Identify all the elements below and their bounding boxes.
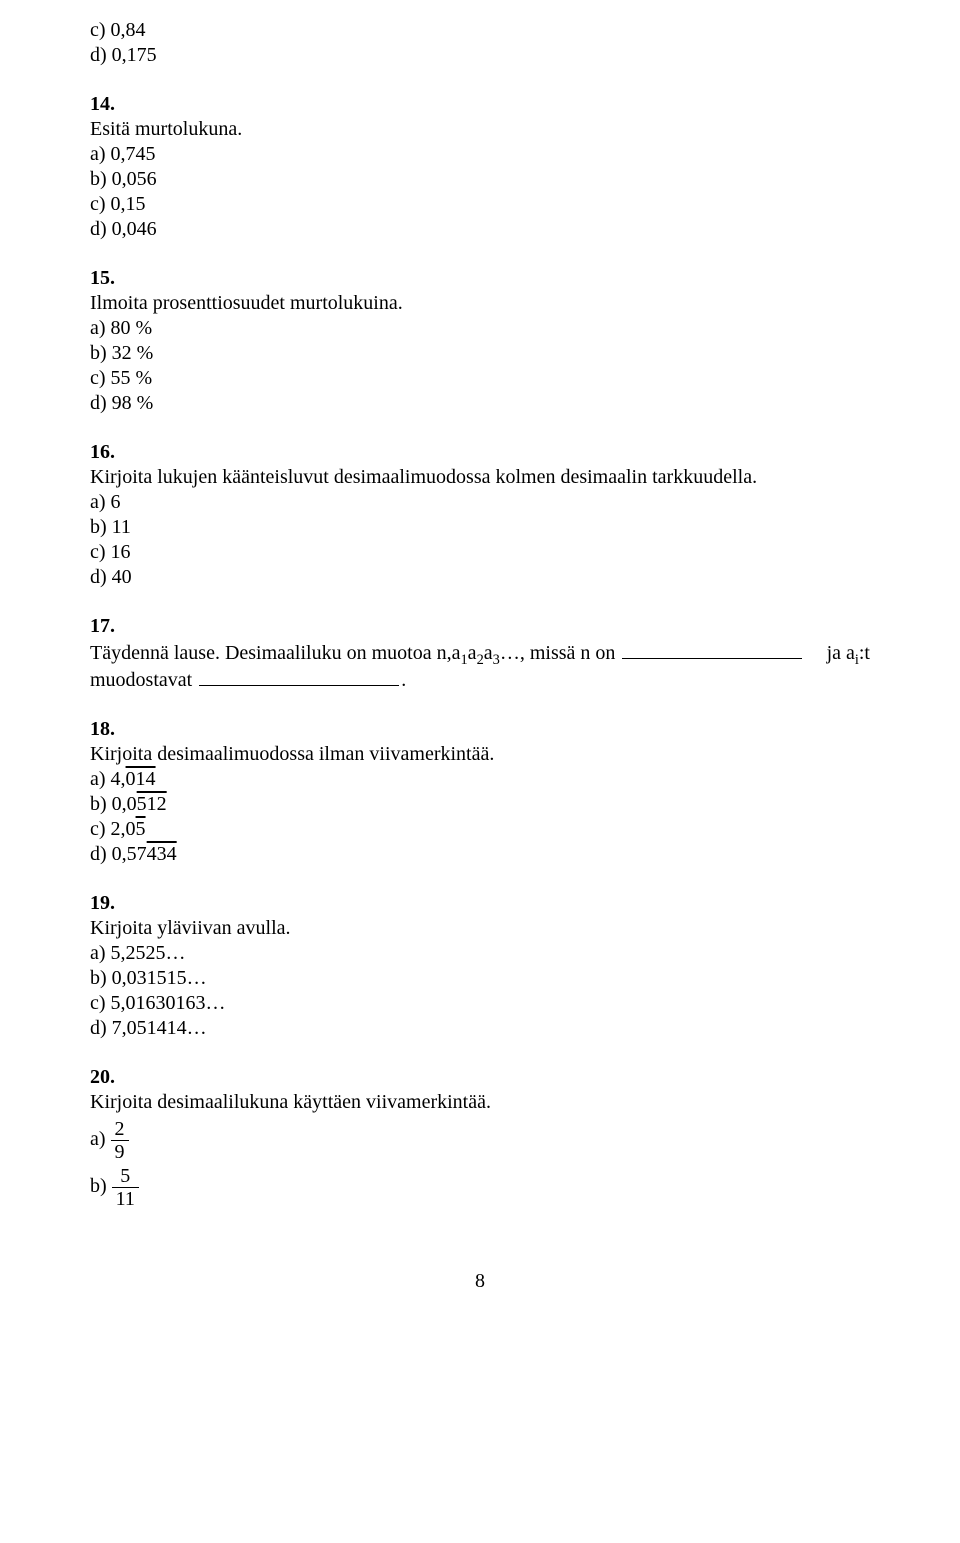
q15: 15. Ilmoita prosenttiosuudet murtolukuin…	[90, 266, 870, 416]
q15-c: c) 55 %	[90, 366, 870, 391]
q18-a-pre: a) 4,	[90, 768, 126, 790]
q20-b-frac: 511	[112, 1166, 139, 1209]
q17-num: 17.	[90, 615, 115, 637]
q17: 17. Täydennä lause. Desimaaliluku on muo…	[90, 614, 870, 693]
q17-tail2: :t	[859, 642, 870, 664]
q14-b: b) 0,056	[90, 167, 870, 192]
q17-a2: a	[468, 642, 477, 664]
q20-a: a) 29	[90, 1119, 870, 1162]
page-number: 8	[90, 1269, 870, 1294]
q15-b: b) 32 %	[90, 341, 870, 366]
q17-dots: …	[500, 642, 520, 664]
q14: 14. Esitä murtolukuna. a) 0,745 b) 0,056…	[90, 92, 870, 242]
q18-d: d) 0,57434	[90, 842, 870, 867]
q17-s1: 1	[460, 652, 467, 668]
pre-c: c) 0,84	[90, 18, 870, 43]
q14-d: d) 0,046	[90, 217, 870, 242]
q17-tail1: ja a	[827, 642, 855, 664]
q18-c-over: 5	[136, 818, 146, 840]
q16-a: a) 6	[90, 490, 870, 515]
q18-c-pre: c) 2,0	[90, 818, 136, 840]
q14-a: a) 0,745	[90, 142, 870, 167]
q19-a: a) 5,2525…	[90, 941, 870, 966]
q17-a3: a	[484, 642, 493, 664]
q15-num: 15.	[90, 267, 115, 289]
q19-num: 19.	[90, 892, 115, 914]
q14-title-row: 14.	[90, 92, 870, 117]
q19-b: b) 0,031515…	[90, 966, 870, 991]
q17-left: Täydennä lause. Desimaaliluku on muotoa …	[90, 639, 804, 666]
q17-blank1	[622, 639, 802, 659]
q18-title-row: 18.	[90, 717, 870, 742]
q19-c: c) 5,01630163…	[90, 991, 870, 1016]
q20-b-num: 5	[112, 1166, 139, 1187]
q18-num: 18.	[90, 718, 115, 740]
q18: 18. Kirjoita desimaalimuodossa ilman vii…	[90, 717, 870, 867]
pre-d: d) 0,175	[90, 43, 870, 68]
pre-block: c) 0,84 d) 0,175	[90, 18, 870, 68]
q18-b-pre: b) 0,0	[90, 793, 137, 815]
q15-title: Ilmoita prosenttiosuudet murtolukuina.	[90, 291, 870, 316]
q16-d: d) 40	[90, 565, 870, 590]
q18-c: c) 2,05	[90, 817, 870, 842]
q17-lead: Täydennä lause. Desimaaliluku on muotoa	[90, 642, 437, 664]
q18-a: a) 4,014	[90, 767, 870, 792]
q20: 20. Kirjoita desimaalilukuna käyttäen vi…	[90, 1065, 870, 1209]
q17-s2: 2	[477, 652, 484, 668]
q14-num: 14.	[90, 93, 115, 115]
q17-period: .	[401, 669, 406, 691]
q20-b-label: b)	[90, 1175, 112, 1197]
q16-b: b) 11	[90, 515, 870, 540]
q17-s3: 3	[493, 652, 500, 668]
q18-d-over: 434	[147, 843, 177, 865]
q20-a-num: 2	[111, 1119, 129, 1140]
q18-b-over: 512	[137, 793, 167, 815]
q17-expr-n: n,	[437, 642, 452, 664]
q18-b: b) 0,0512	[90, 792, 870, 817]
q20-a-label: a)	[90, 1128, 111, 1150]
q16-c: c) 16	[90, 540, 870, 565]
q18-title: Kirjoita desimaalimuodossa ilman viivame…	[90, 742, 870, 767]
q20-b-den: 11	[112, 1187, 139, 1209]
q18-d-pre: d) 0,57	[90, 843, 147, 865]
q20-title: Kirjoita desimaalilukuna käyttäen viivam…	[90, 1090, 870, 1115]
page: c) 0,84 d) 0,175 14. Esitä murtolukuna. …	[0, 0, 960, 1334]
q17-blank2	[199, 666, 399, 686]
q17-mid: , missä n on	[520, 642, 616, 664]
q19-title: Kirjoita yläviivan avulla.	[90, 916, 870, 941]
q17-title-row: 17.	[90, 614, 870, 639]
q15-title-row: 15.	[90, 266, 870, 291]
q14-title: Esitä murtolukuna.	[90, 117, 870, 142]
q16-title-row: 16.	[90, 440, 870, 465]
q16-num: 16.	[90, 441, 115, 463]
q20-a-frac: 29	[111, 1119, 129, 1162]
q19-d: d) 7,051414…	[90, 1016, 870, 1041]
q15-d: d) 98 %	[90, 391, 870, 416]
q16-title: Kirjoita lukujen käänteisluvut desimaali…	[90, 465, 870, 490]
q17-right: ja ai:t	[827, 641, 870, 666]
q14-c: c) 0,15	[90, 192, 870, 217]
q20-b: b) 511	[90, 1166, 870, 1209]
q20-title-row: 20.	[90, 1065, 870, 1090]
q17-line2a: muodostavat	[90, 669, 197, 691]
q17-line2: muodostavat .	[90, 666, 870, 693]
q19: 19. Kirjoita yläviivan avulla. a) 5,2525…	[90, 891, 870, 1041]
q17-line1: Täydennä lause. Desimaaliluku on muotoa …	[90, 639, 870, 666]
q20-a-den: 9	[111, 1140, 129, 1162]
q19-title-row: 19.	[90, 891, 870, 916]
q16: 16. Kirjoita lukujen käänteisluvut desim…	[90, 440, 870, 590]
q18-a-over: 014	[126, 768, 156, 790]
q20-num: 20.	[90, 1066, 115, 1088]
q15-a: a) 80 %	[90, 316, 870, 341]
